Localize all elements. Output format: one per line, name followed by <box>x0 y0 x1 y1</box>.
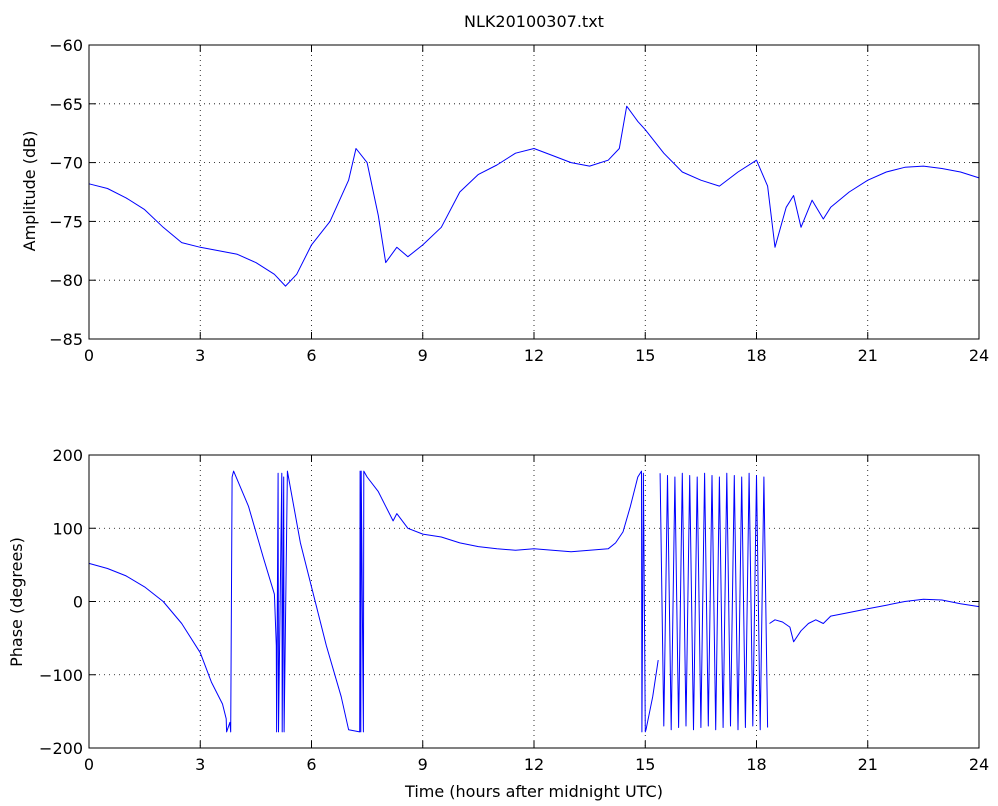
phase-x-tick-label: 21 <box>858 755 878 774</box>
phase-x-tick-label: 18 <box>746 755 766 774</box>
phase-y-tick-label: 100 <box>52 519 83 538</box>
phase-x-tick-label: 24 <box>969 755 989 774</box>
amplitude-x-tick-label: 18 <box>746 346 766 365</box>
phase-y-axis-label: Phase (degrees) <box>7 537 26 667</box>
phase-x-tick-label: 6 <box>306 755 316 774</box>
amplitude-x-tick-label: 21 <box>858 346 878 365</box>
amplitude-series-line <box>88 105 980 287</box>
amplitude-x-tick-label: 9 <box>418 346 428 365</box>
amplitude-y-tick-label: −75 <box>49 212 83 231</box>
amplitude-y-tick-label: −80 <box>49 271 83 290</box>
phase-series-line <box>88 470 659 733</box>
amplitude-y-axis-label: Amplitude (dB) <box>20 131 39 252</box>
phase-axes: 0 3 6 9 12 15 18 21 24 −200 −100 0 100 200 <box>39 446 989 774</box>
phase-x-tick-label: 15 <box>635 755 655 774</box>
phase-x-tick-label: 12 <box>524 755 544 774</box>
amplitude-y-tick-label: −85 <box>49 330 83 349</box>
chart-title: NLK20100307.txt <box>464 12 604 31</box>
amplitude-x-tick-label: 15 <box>635 346 655 365</box>
phase-y-tick-label: 0 <box>73 593 83 612</box>
phase-x-axis-label: Time (hours after midnight UTC) <box>404 782 663 801</box>
amplitude-x-tick-label: 12 <box>524 346 544 365</box>
phase-x-tick-label: 0 <box>84 755 94 774</box>
amplitude-x-tick-label: 0 <box>84 346 94 365</box>
amplitude-y-tick-label: −60 <box>49 36 83 55</box>
amplitude-x-tick-label: 6 <box>306 346 316 365</box>
amplitude-y-tick-label: −70 <box>49 154 83 173</box>
amplitude-axes: 0 3 6 9 12 15 18 21 24 −85 −80 −75 −70 −65 −60 <box>49 36 989 365</box>
amplitude-x-tick-label: 3 <box>195 346 205 365</box>
phase-y-tick-label: −100 <box>39 666 83 685</box>
phase-x-tick-label: 9 <box>418 755 428 774</box>
phase-series-line <box>659 472 769 731</box>
phase-y-tick-label: −200 <box>39 739 83 758</box>
phase-series-line <box>769 598 980 643</box>
phase-y-tick-label: 200 <box>52 446 83 465</box>
amplitude-x-tick-label: 24 <box>969 346 989 365</box>
amplitude-plot-frame <box>88 44 980 340</box>
phase-x-tick-label: 3 <box>195 755 205 774</box>
amplitude-y-tick-label: −65 <box>49 95 83 114</box>
